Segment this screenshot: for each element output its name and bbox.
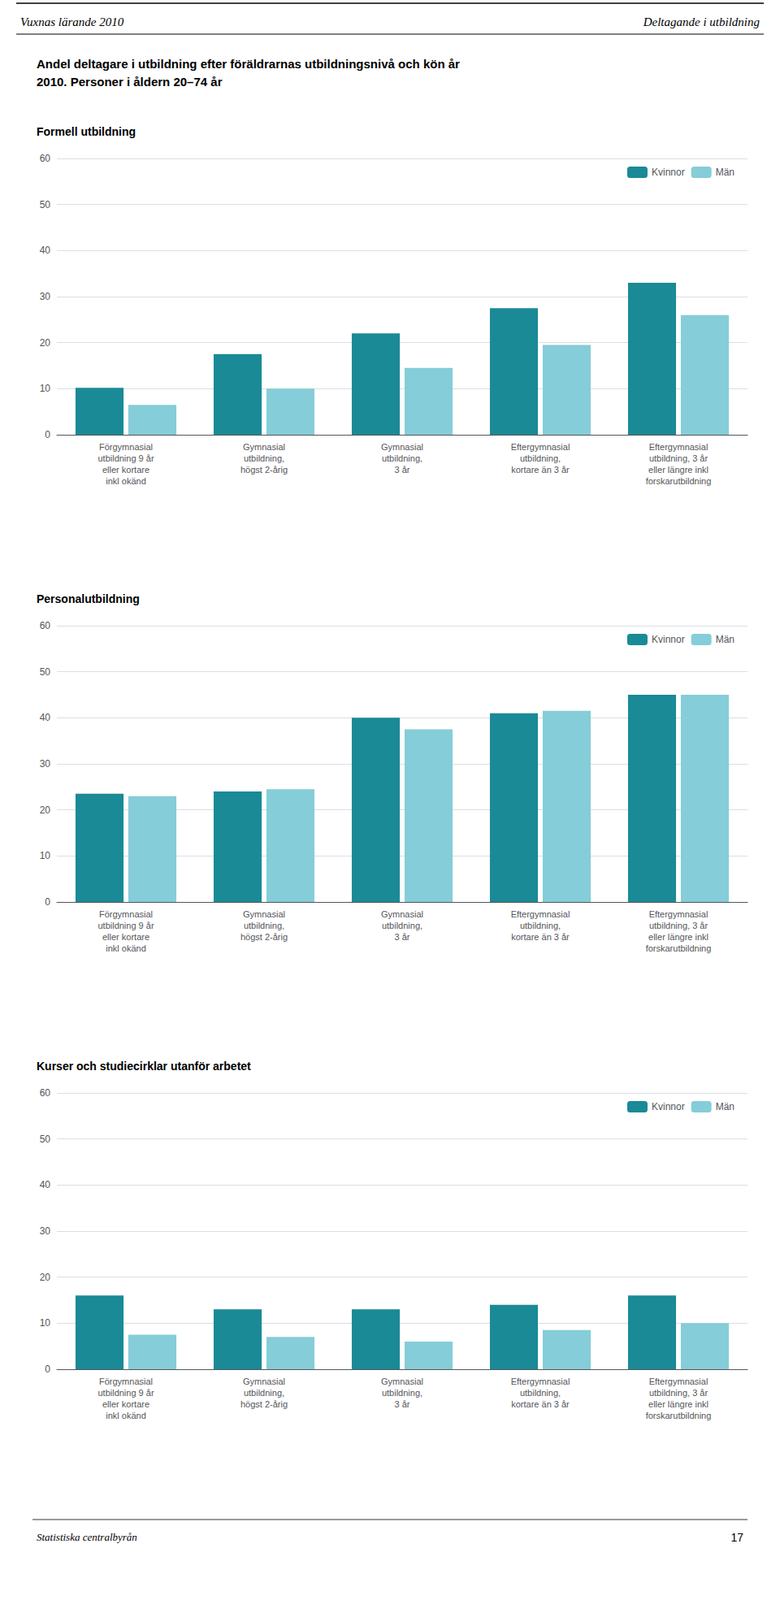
svg-text:50: 50 — [39, 199, 52, 211]
svg-text:utbildning,: utbildning, — [381, 1387, 423, 1398]
svg-text:10: 10 — [39, 849, 52, 862]
svg-text:inkl okänd: inkl okänd — [105, 476, 147, 486]
svg-text:forskarutbildning: forskarutbildning — [645, 476, 712, 486]
svg-text:Gymnasial: Gymnasial — [242, 442, 286, 452]
svg-text:kortare än 3 år: kortare än 3 år — [511, 1399, 570, 1409]
svg-text:eller kortare: eller kortare — [102, 931, 150, 942]
svg-text:eller längre inkl: eller längre inkl — [648, 1399, 709, 1409]
svg-text:Män: Män — [715, 1100, 735, 1113]
svg-text:inkl okänd: inkl okänd — [105, 943, 147, 954]
svg-text:Gymnasial: Gymnasial — [242, 909, 286, 919]
svg-text:3 år: 3 år — [394, 931, 411, 942]
svg-text:Personalutbildning: Personalutbildning — [36, 592, 140, 606]
svg-text:20: 20 — [39, 337, 52, 349]
svg-text:30: 30 — [39, 290, 52, 303]
svg-text:30: 30 — [39, 1225, 52, 1237]
svg-text:forskarutbildning: forskarutbildning — [645, 1410, 712, 1421]
svg-text:inkl okänd: inkl okänd — [105, 1410, 147, 1421]
svg-text:Gymnasial: Gymnasial — [381, 442, 424, 452]
svg-text:utbildning,: utbildning, — [520, 920, 561, 931]
svg-text:10: 10 — [39, 382, 52, 395]
svg-text:Förgymnasial: Förgymnasial — [99, 1376, 153, 1387]
svg-text:0: 0 — [44, 1363, 51, 1375]
svg-text:40: 40 — [39, 1178, 52, 1191]
svg-text:eller kortare: eller kortare — [102, 464, 150, 475]
svg-text:forskarutbildning: forskarutbildning — [645, 943, 712, 954]
svg-text:Statistiska centralbyrån: Statistiska centralbyrån — [36, 1530, 138, 1543]
svg-text:högst 2-årig: högst 2-årig — [240, 464, 288, 475]
svg-text:Vuxnas lärande 2010: Vuxnas lärande 2010 — [20, 15, 125, 29]
svg-text:40: 40 — [39, 244, 52, 256]
svg-text:Förgymnasial: Förgymnasial — [99, 442, 153, 452]
svg-text:60: 60 — [39, 1087, 52, 1099]
svg-text:20: 20 — [39, 1271, 52, 1283]
svg-text:60: 60 — [39, 152, 52, 165]
svg-text:Eftergymnasial: Eftergymnasial — [511, 1376, 571, 1387]
svg-text:Gymnasial: Gymnasial — [381, 1376, 424, 1387]
svg-text:40: 40 — [39, 711, 52, 724]
svg-text:0: 0 — [44, 429, 51, 441]
svg-text:utbildning,: utbildning, — [381, 920, 423, 931]
svg-text:utbildning, 3 år: utbildning, 3 år — [649, 453, 708, 464]
svg-text:Män: Män — [715, 633, 735, 646]
svg-text:Eftergymnasial: Eftergymnasial — [511, 442, 571, 452]
svg-text:högst 2-årig: högst 2-årig — [240, 1399, 288, 1409]
svg-text:eller längre inkl: eller längre inkl — [648, 464, 709, 475]
svg-text:10: 10 — [39, 1317, 52, 1329]
svg-text:utbildning, 3 år: utbildning, 3 år — [649, 920, 708, 931]
svg-text:Män: Män — [715, 166, 735, 178]
svg-text:20: 20 — [39, 804, 52, 816]
svg-text:Formell utbildning: Formell utbildning — [36, 125, 136, 139]
svg-text:50: 50 — [39, 666, 52, 678]
svg-text:utbildning,: utbildning, — [520, 453, 561, 464]
svg-text:0: 0 — [44, 896, 51, 908]
svg-text:utbildning,: utbildning, — [381, 453, 423, 464]
svg-text:3 år: 3 år — [394, 1399, 411, 1409]
svg-text:utbildning, 3 år: utbildning, 3 år — [649, 1387, 708, 1398]
svg-text:Kvinnor: Kvinnor — [651, 1100, 685, 1113]
svg-text:eller kortare: eller kortare — [102, 1399, 150, 1409]
svg-text:30: 30 — [39, 758, 52, 770]
svg-text:Gymnasial: Gymnasial — [242, 1376, 286, 1387]
svg-text:högst 2-årig: högst 2-årig — [240, 931, 288, 942]
svg-text:utbildning 9 år: utbildning 9 år — [97, 1387, 154, 1398]
svg-text:kortare än 3 år: kortare än 3 år — [511, 464, 570, 475]
svg-text:2010. Personer i åldern 20–74: 2010. Personer i åldern 20–74 år — [36, 74, 223, 89]
svg-text:utbildning 9 år: utbildning 9 år — [97, 453, 154, 464]
svg-text:3 år: 3 år — [394, 464, 411, 475]
svg-text:Förgymnasial: Förgymnasial — [99, 909, 153, 919]
svg-text:utbildning,: utbildning, — [243, 1387, 285, 1398]
svg-text:utbildning,: utbildning, — [520, 1387, 561, 1398]
svg-text:utbildning,: utbildning, — [243, 453, 285, 464]
svg-text:60: 60 — [39, 619, 52, 632]
svg-text:Eftergymnasial: Eftergymnasial — [511, 909, 571, 919]
svg-text:utbildning,: utbildning, — [243, 920, 285, 931]
svg-text:17: 17 — [730, 1530, 744, 1544]
svg-text:Kvinnor: Kvinnor — [651, 633, 685, 646]
svg-text:Eftergymnasial: Eftergymnasial — [649, 1376, 709, 1387]
svg-text:Andel deltagare i utbildning e: Andel deltagare i utbildning efter föräl… — [36, 56, 460, 71]
svg-text:kortare än 3 år: kortare än 3 år — [511, 931, 570, 942]
svg-text:Deltagande i utbildning: Deltagande i utbildning — [642, 15, 761, 29]
svg-text:Eftergymnasial: Eftergymnasial — [649, 909, 709, 919]
svg-text:utbildning 9 år: utbildning 9 år — [97, 920, 154, 931]
svg-text:50: 50 — [39, 1133, 52, 1145]
svg-text:Kvinnor: Kvinnor — [651, 166, 685, 178]
svg-text:Kurser och studiecirklar utanf: Kurser och studiecirklar utanför arbetet — [36, 1059, 252, 1073]
svg-text:Gymnasial: Gymnasial — [381, 909, 424, 919]
svg-text:Eftergymnasial: Eftergymnasial — [649, 442, 709, 452]
svg-text:eller längre inkl: eller längre inkl — [648, 931, 709, 942]
